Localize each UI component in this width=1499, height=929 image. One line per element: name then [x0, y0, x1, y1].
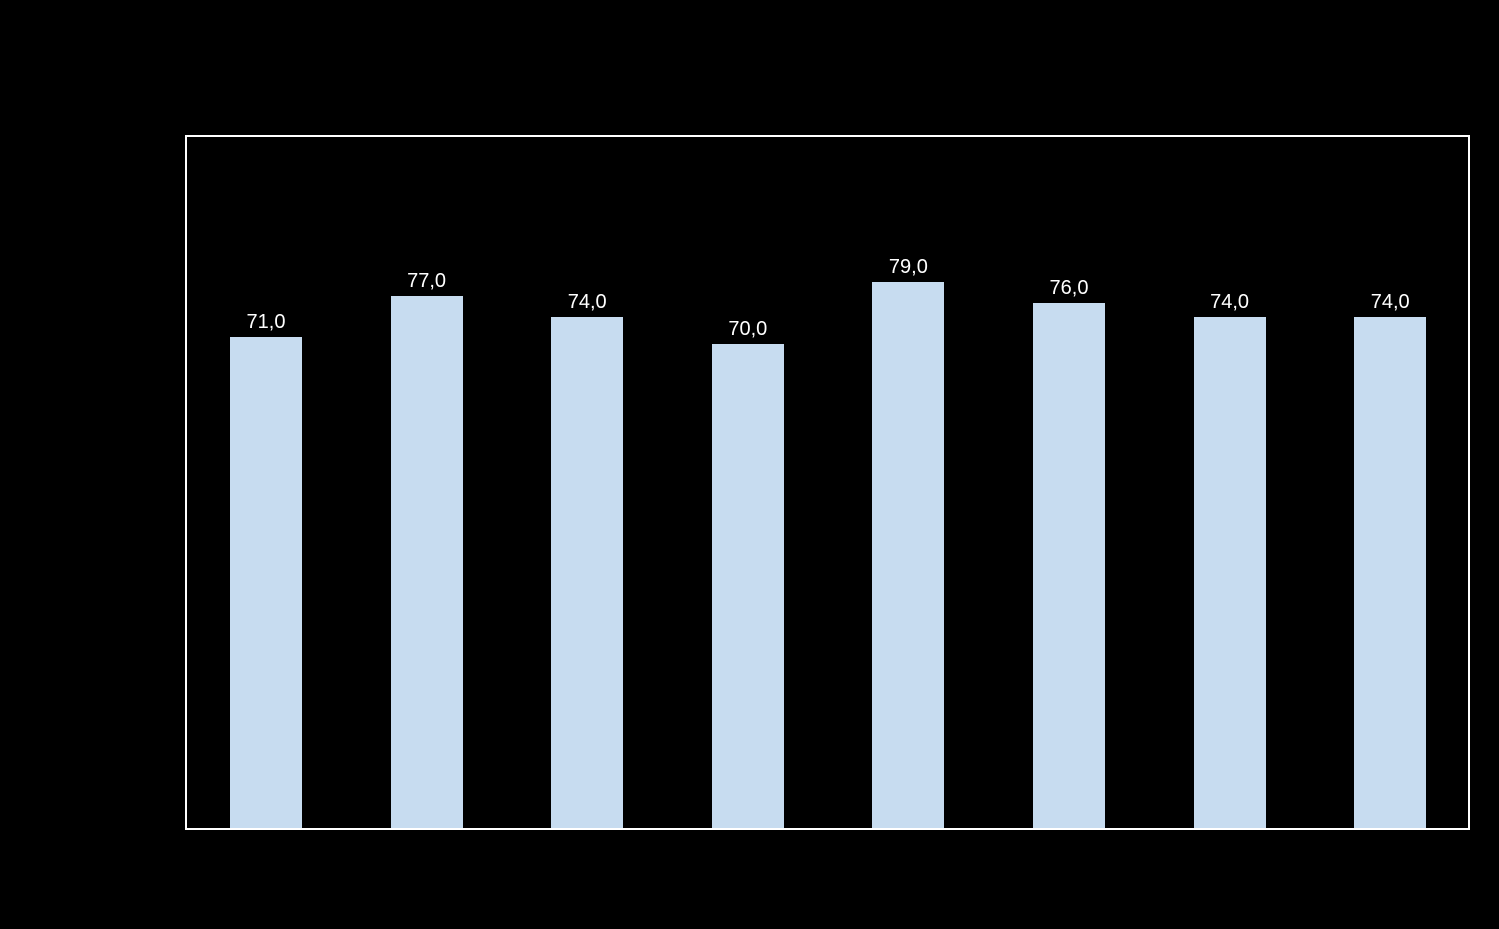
- bar-value-label: 71,0: [230, 311, 302, 334]
- bar-chart: 71,0 77,0 74,0 70,0 79,0 76,0 74,0 74,0: [185, 135, 1470, 830]
- bars-container: 71,0 77,0 74,0 70,0 79,0 76,0 74,0 74,0: [187, 137, 1468, 828]
- bar-value-label: 70,0: [712, 318, 784, 341]
- plot-area: 71,0 77,0 74,0 70,0 79,0 76,0 74,0 74,0: [185, 135, 1470, 830]
- bar: 71,0: [230, 337, 302, 828]
- bar-value-label: 74,0: [1354, 291, 1426, 314]
- bar-value-label: 74,0: [551, 291, 623, 314]
- bar: 76,0: [1033, 303, 1105, 828]
- bar-value-label: 74,0: [1194, 291, 1266, 314]
- bar: 74,0: [1354, 317, 1426, 828]
- bar: 79,0: [872, 282, 944, 828]
- bar-value-label: 79,0: [872, 256, 944, 279]
- bar: 77,0: [391, 296, 463, 828]
- bar-value-label: 76,0: [1033, 277, 1105, 300]
- bar: 74,0: [1194, 317, 1266, 828]
- bar-value-label: 77,0: [391, 270, 463, 293]
- bar: 74,0: [551, 317, 623, 828]
- bar: 70,0: [712, 344, 784, 828]
